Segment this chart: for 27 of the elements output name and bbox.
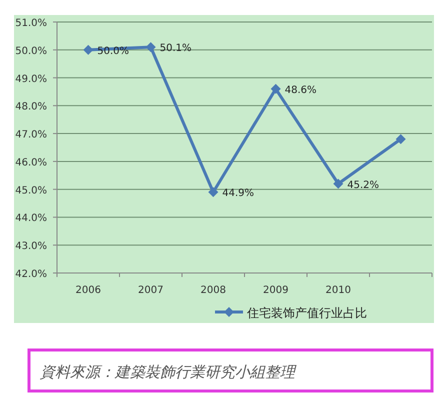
y-tick-label: 42.0% [15,269,47,280]
data-label: 44.9% [222,188,254,200]
point [270,84,281,94]
y-tick-label: 47.0% [15,130,47,141]
y-tick-label: 45.0% [15,185,47,196]
y-tick-label: 49.0% [15,74,47,85]
data-label: 50.1% [160,43,192,54]
point [208,187,218,198]
y-tick-label: 48.0% [15,102,47,113]
y-tick-label: 50.0% [15,46,47,57]
x-tick-label: 2006 [76,285,101,296]
point [83,44,94,55]
source-note: 資料來源：建築裝飾行業研究小組整理 [40,363,297,381]
x-tick-label: 2007 [138,285,164,296]
data-label: 48.6% [284,84,317,96]
y-tick-label: 51.0% [15,18,47,29]
y-tick-label: 46.0% [15,157,47,168]
y-tick-label: 44.0% [15,213,47,224]
x-tick-label: 2008 [200,285,226,296]
point [396,134,406,144]
point [146,42,156,52]
x-tick-label: 2010 [326,285,351,296]
y-tick-label: 43.0% [15,241,47,252]
x-tick-label: 2009 [263,285,288,296]
data-label: 45.2% [347,180,380,191]
legend-label: 住宅装饰产值行业占比 [246,306,367,320]
point [333,178,344,189]
